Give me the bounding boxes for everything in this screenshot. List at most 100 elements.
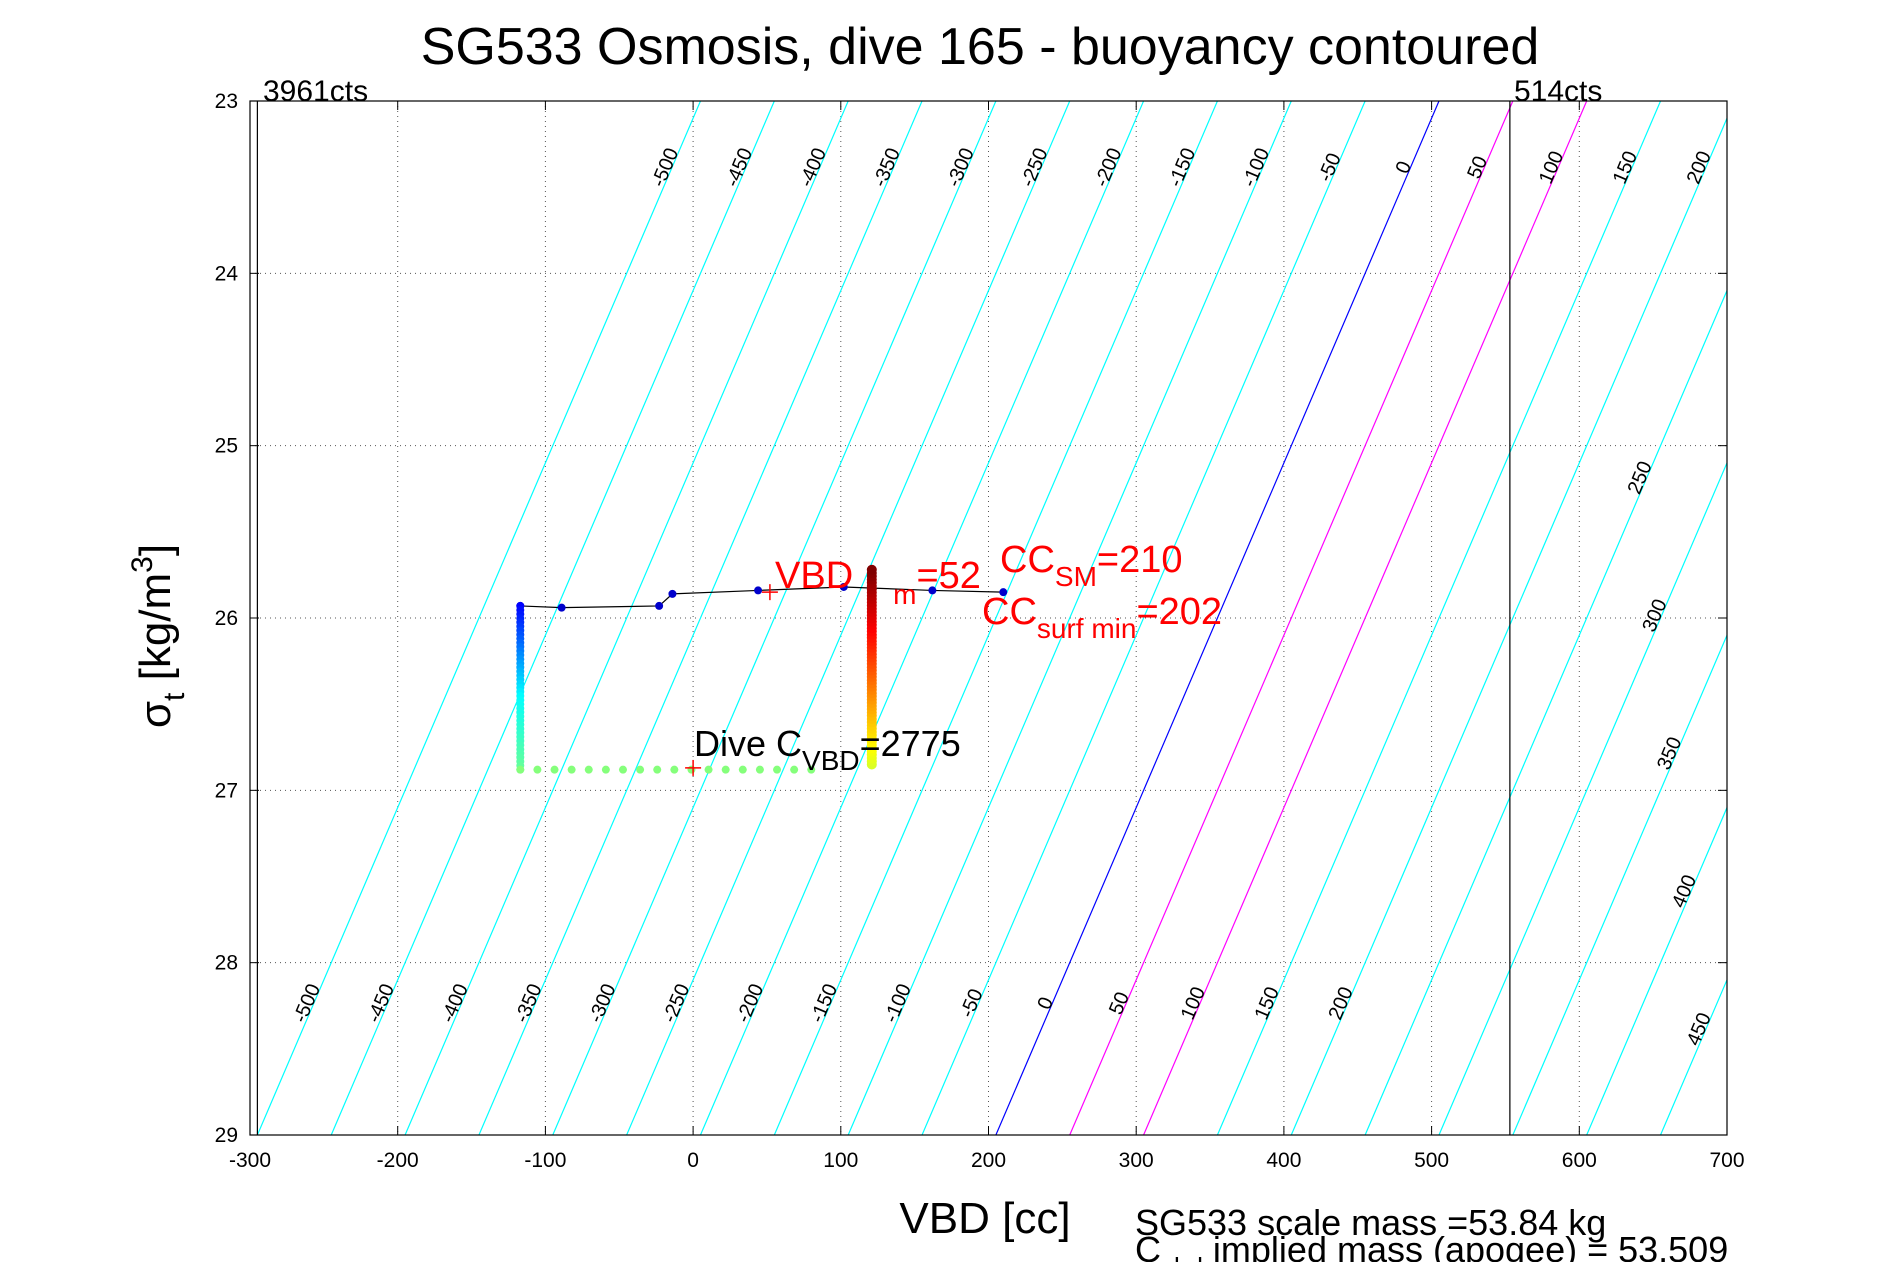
contour-label-right: 350 bbox=[1653, 734, 1686, 773]
contour-line bbox=[1364, 289, 1727, 1135]
surface-point bbox=[668, 589, 677, 598]
x-tick-label: 0 bbox=[687, 1149, 699, 1172]
x-tick-label: -300 bbox=[229, 1149, 271, 1172]
footer-implied-sub: vbd bbox=[1161, 1252, 1203, 1262]
bottom-point bbox=[516, 765, 525, 774]
contour-label-bottom: -300 bbox=[585, 981, 621, 1026]
contour-label-bottom: -150 bbox=[806, 981, 842, 1026]
contour-label-top: -450 bbox=[721, 145, 757, 190]
surface-point bbox=[754, 586, 763, 595]
contour-line bbox=[1586, 806, 1727, 1135]
corner-label-left: 3961cts bbox=[263, 75, 368, 108]
bottom-point bbox=[790, 765, 799, 774]
dive-c-sub: VBD bbox=[802, 745, 860, 776]
x-tick-label: 700 bbox=[1709, 1149, 1744, 1172]
y-tick-label: 27 bbox=[215, 779, 238, 802]
bottom-point bbox=[550, 765, 559, 774]
contour-line bbox=[552, 101, 997, 1135]
surface-point bbox=[928, 586, 937, 595]
cc-sm-sub: SM bbox=[1055, 561, 1097, 592]
vbd-m-sub: m bbox=[893, 579, 916, 610]
x-tick-label: 300 bbox=[1119, 1149, 1154, 1172]
surface-point bbox=[655, 601, 664, 610]
y-tick-label: 28 bbox=[215, 952, 238, 975]
surface-point bbox=[557, 603, 566, 612]
contour-label-top: -200 bbox=[1091, 145, 1127, 190]
y-axis-title-sup: 3 bbox=[126, 556, 159, 573]
contour-line bbox=[699, 101, 1145, 1135]
surface-point bbox=[999, 588, 1008, 597]
cc-surf-sub: surf min bbox=[1037, 613, 1137, 644]
bottom-point bbox=[687, 765, 696, 774]
x-tick-label: 500 bbox=[1414, 1149, 1449, 1172]
contour-label-top: 50 bbox=[1463, 153, 1492, 182]
bottom-point bbox=[601, 765, 610, 774]
contour-label-bottom: -50 bbox=[956, 986, 988, 1021]
bottom-point bbox=[533, 765, 542, 774]
dive-c-main: Dive C bbox=[694, 723, 802, 764]
contour-label-bottom: 50 bbox=[1105, 989, 1134, 1018]
contour-line bbox=[1290, 116, 1727, 1135]
y-axis-title-sub: t bbox=[158, 692, 191, 701]
y-tick-label: 29 bbox=[215, 1124, 238, 1147]
cc-sm-main: CC bbox=[1000, 539, 1055, 581]
buoyancy-contours bbox=[256, 101, 1727, 1135]
contour-label-bottom: -500 bbox=[289, 981, 325, 1026]
x-axis-title: VBD [cc] bbox=[899, 1194, 1070, 1243]
contour-line bbox=[773, 101, 1218, 1135]
contour-label-right: 300 bbox=[1638, 596, 1671, 635]
vbd-m-value: =52 bbox=[916, 555, 980, 597]
x-tick-label: 200 bbox=[971, 1149, 1006, 1172]
footer-implied-mass: Cvbd implied mass (apogee) = 53.509 bbox=[1135, 1229, 1728, 1262]
contour-line bbox=[256, 101, 702, 1135]
x-tick-label: -200 bbox=[377, 1149, 419, 1172]
contour-line bbox=[921, 101, 1366, 1135]
contour-label-top: -250 bbox=[1017, 145, 1053, 190]
contour-label-top: -50 bbox=[1314, 150, 1346, 185]
contour-label-bottom: -200 bbox=[732, 981, 768, 1026]
bottom-point bbox=[670, 765, 679, 774]
dive-c-vbd-annotation: Dive CVBD=2775 bbox=[694, 723, 961, 776]
climb-point bbox=[866, 564, 877, 575]
bottom-point bbox=[721, 765, 730, 774]
y-tick-label: 24 bbox=[215, 262, 239, 285]
bottom-point bbox=[618, 765, 627, 774]
x-tick-label: 100 bbox=[823, 1149, 858, 1172]
contour-label-top: 200 bbox=[1683, 148, 1716, 187]
x-tick-label: 400 bbox=[1266, 1149, 1301, 1172]
contour-label-top: -300 bbox=[943, 145, 979, 190]
x-tick-label: 600 bbox=[1562, 1149, 1597, 1172]
contour-label-right: 400 bbox=[1668, 872, 1701, 911]
y-tick-label: 25 bbox=[215, 435, 238, 458]
y-tick-label: 26 bbox=[215, 607, 238, 630]
bottom-point bbox=[704, 765, 713, 774]
cc-surf-value: =202 bbox=[1136, 591, 1222, 633]
y-axis-title: σt [kg/m3] bbox=[126, 544, 191, 728]
bottom-point bbox=[738, 765, 747, 774]
contour-label-bottom: -350 bbox=[511, 981, 547, 1026]
contour-line bbox=[478, 101, 923, 1135]
contour-label-bottom: 0 bbox=[1033, 994, 1058, 1013]
footer-implied-main: C bbox=[1135, 1229, 1161, 1262]
contour-label-bottom: 100 bbox=[1177, 984, 1210, 1023]
x-tick-label: -100 bbox=[524, 1149, 566, 1172]
contour-label-top: 150 bbox=[1609, 148, 1642, 187]
contour-line bbox=[847, 101, 1292, 1135]
contour-label-top: 0 bbox=[1392, 158, 1417, 177]
contour-label-top: 100 bbox=[1535, 148, 1568, 187]
contour-label-top: -500 bbox=[647, 145, 683, 190]
contour-label-bottom: 200 bbox=[1325, 984, 1358, 1023]
y-axis-ticks: 23 24 25 26 27 28 29 bbox=[215, 90, 1727, 1147]
bottom-point bbox=[584, 765, 593, 774]
contour-line bbox=[330, 101, 775, 1135]
y-tick-label: 23 bbox=[215, 90, 238, 113]
corner-label-right: 514cts bbox=[1514, 75, 1602, 108]
contour-label-right: 250 bbox=[1624, 458, 1657, 497]
footer-scale-mass: SG533 scale mass =53.84 kg bbox=[1135, 1202, 1606, 1243]
dive-path bbox=[516, 564, 1008, 774]
y-axis-title-main: σ bbox=[131, 701, 180, 728]
contour-label-top: -150 bbox=[1164, 145, 1200, 190]
contour-label-right: 450 bbox=[1683, 1010, 1716, 1049]
dive-c-value: =2775 bbox=[860, 723, 961, 764]
